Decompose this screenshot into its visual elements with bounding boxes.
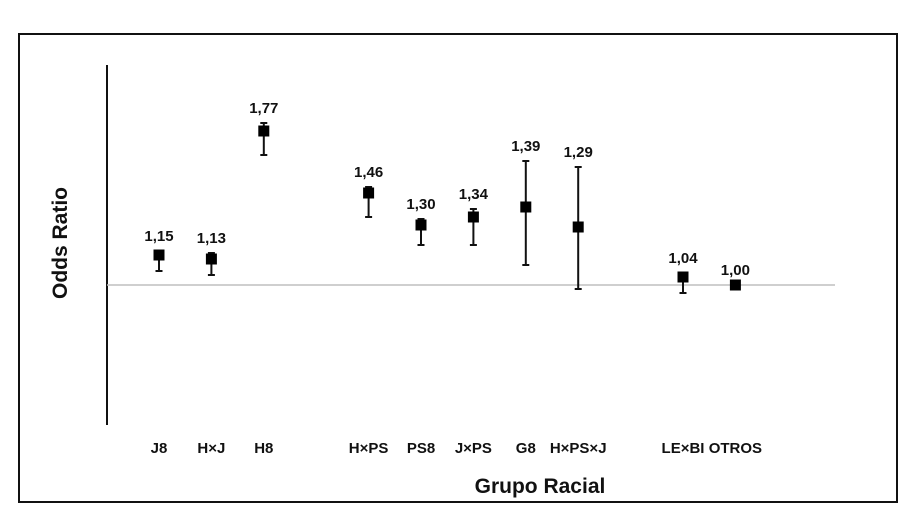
- odds-ratio-chart: 1,15 1,13 1,77 1,46 1,30 1,34 1,39 1,29 1,04 1,00…: [49, 65, 835, 498]
- data-label: 1,13: [197, 230, 226, 247]
- data-point: [258, 125, 270, 137]
- data-point: [205, 253, 217, 265]
- data-label: 1,15: [144, 228, 173, 245]
- data-point: [415, 219, 427, 231]
- data-label: 1,29: [564, 144, 593, 161]
- data-marks: 1,15 1,13 1,77 1,46 1,30 1,34 1,39 1,29 1,04 1,00: [144, 100, 750, 294]
- y-axis-title: Odds Ratio: [49, 187, 72, 299]
- x-tick-label: H×J: [197, 440, 225, 457]
- x-tick-label: G8: [516, 440, 536, 457]
- data-point: [677, 271, 689, 283]
- x-tick-labels: J8 H×J H8 H×PS PS8 J×PS G8 H×PS×J LE×BI OTROS: [151, 440, 762, 457]
- chart-frame: 1,15 1,13 1,77 1,46 1,30 1,34 1,39 1,29 1,04 1,00…: [18, 33, 898, 503]
- x-tick-label: OTROS: [709, 440, 762, 457]
- x-tick-label: H×PS×J: [550, 440, 607, 457]
- x-tick-label: LE×BI: [662, 440, 705, 457]
- x-tick-label: J8: [151, 440, 168, 457]
- data-label: 1,46: [354, 164, 383, 181]
- data-point: [729, 279, 741, 291]
- x-tick-label: H8: [254, 440, 273, 457]
- data-point: [520, 201, 532, 213]
- x-tick-label: H×PS: [349, 440, 389, 457]
- data-point: [363, 187, 375, 199]
- data-label: 1,04: [668, 250, 698, 267]
- data-label: 1,39: [511, 138, 540, 155]
- data-label: 1,34: [459, 186, 489, 203]
- x-tick-label: J×PS: [455, 440, 492, 457]
- data-label: 1,00: [721, 262, 750, 279]
- data-label: 1,77: [249, 100, 278, 117]
- data-label: 1,30: [406, 196, 435, 213]
- data-point: [467, 211, 479, 223]
- x-axis-title: Grupo Racial: [475, 475, 606, 498]
- x-tick-label: PS8: [407, 440, 435, 457]
- data-point: [153, 249, 165, 261]
- data-point: [572, 221, 584, 233]
